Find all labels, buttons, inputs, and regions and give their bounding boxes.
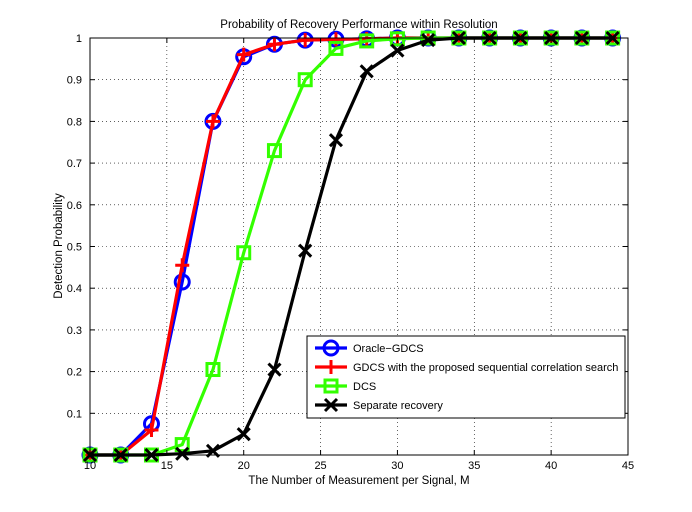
data-point [236,427,251,442]
data-point [267,362,282,377]
legend-item: DCS [315,378,376,394]
y-tick-label: 0.6 [67,200,82,212]
legend-label: GDCS with the proposed sequential correl… [353,362,618,374]
data-point [298,243,313,258]
legend-item: Oracle−GDCS [315,339,424,357]
data-point [236,47,251,62]
grid [90,38,628,455]
data-point [328,133,344,148]
x-tick-label: 35 [468,460,480,472]
data-point [205,114,220,129]
data-point [328,40,344,56]
legend-label: DCS [353,381,376,393]
data-point [236,245,252,261]
x-tick-label: 30 [391,460,403,472]
data-point [266,143,282,159]
legend-marker [322,339,340,357]
legend-box [306,335,626,419]
ticks: 10 15 20 25 30 35 40 45 0.1 0.2 0.3 0.4 0.5 0.6 0.7 0.8… [67,33,634,472]
x-axis-label: The Number of Measurement per Signal, M [248,475,469,487]
data-point [421,33,436,48]
y-tick-label: 0.7 [67,158,82,170]
y-tick-label: 0.9 [67,75,82,87]
data-point [174,437,190,453]
data-point [359,64,374,79]
legend-marker [324,360,338,374]
legend: Oracle−GDCS GDCS with the proposed sequen… [306,335,626,419]
data-point [389,31,405,47]
y-tick-label: 1 [76,33,82,45]
x-tick-label: 20 [238,460,250,472]
data-point [173,273,191,291]
x-tick-label: 15 [161,460,173,472]
x-tick-label: 25 [314,460,326,472]
data-point [390,43,405,58]
x-tick-label: 40 [545,460,557,472]
legend-marker [323,397,339,413]
y-axis-label: Detection Probability [53,193,65,299]
data-point [297,72,313,88]
legend-marker [323,378,339,394]
y-tick-label: 0.4 [67,283,82,295]
legend-label: Oracle−GDCS [353,343,424,355]
legend-item: Separate recovery [315,397,443,413]
chart-title: Probability of Recovery Performance with… [220,19,497,31]
data-point [359,33,375,49]
x-tick-label: 10 [84,460,96,472]
y-tick-label: 0.8 [67,116,82,128]
y-tick-label: 0.1 [67,408,82,420]
y-tick-label: 0.2 [67,367,82,379]
data-point [205,362,221,378]
legend-item: GDCS with the proposed sequential correl… [315,360,618,374]
x-tick-label: 45 [622,460,634,472]
data-point [298,33,313,48]
legend-label: Separate recovery [353,400,443,412]
y-tick-label: 0.5 [67,242,82,254]
data-point [175,446,190,461]
data-point [267,37,282,52]
data-point [175,258,190,273]
data-point [144,422,159,437]
y-tick-label: 0.3 [67,325,82,337]
